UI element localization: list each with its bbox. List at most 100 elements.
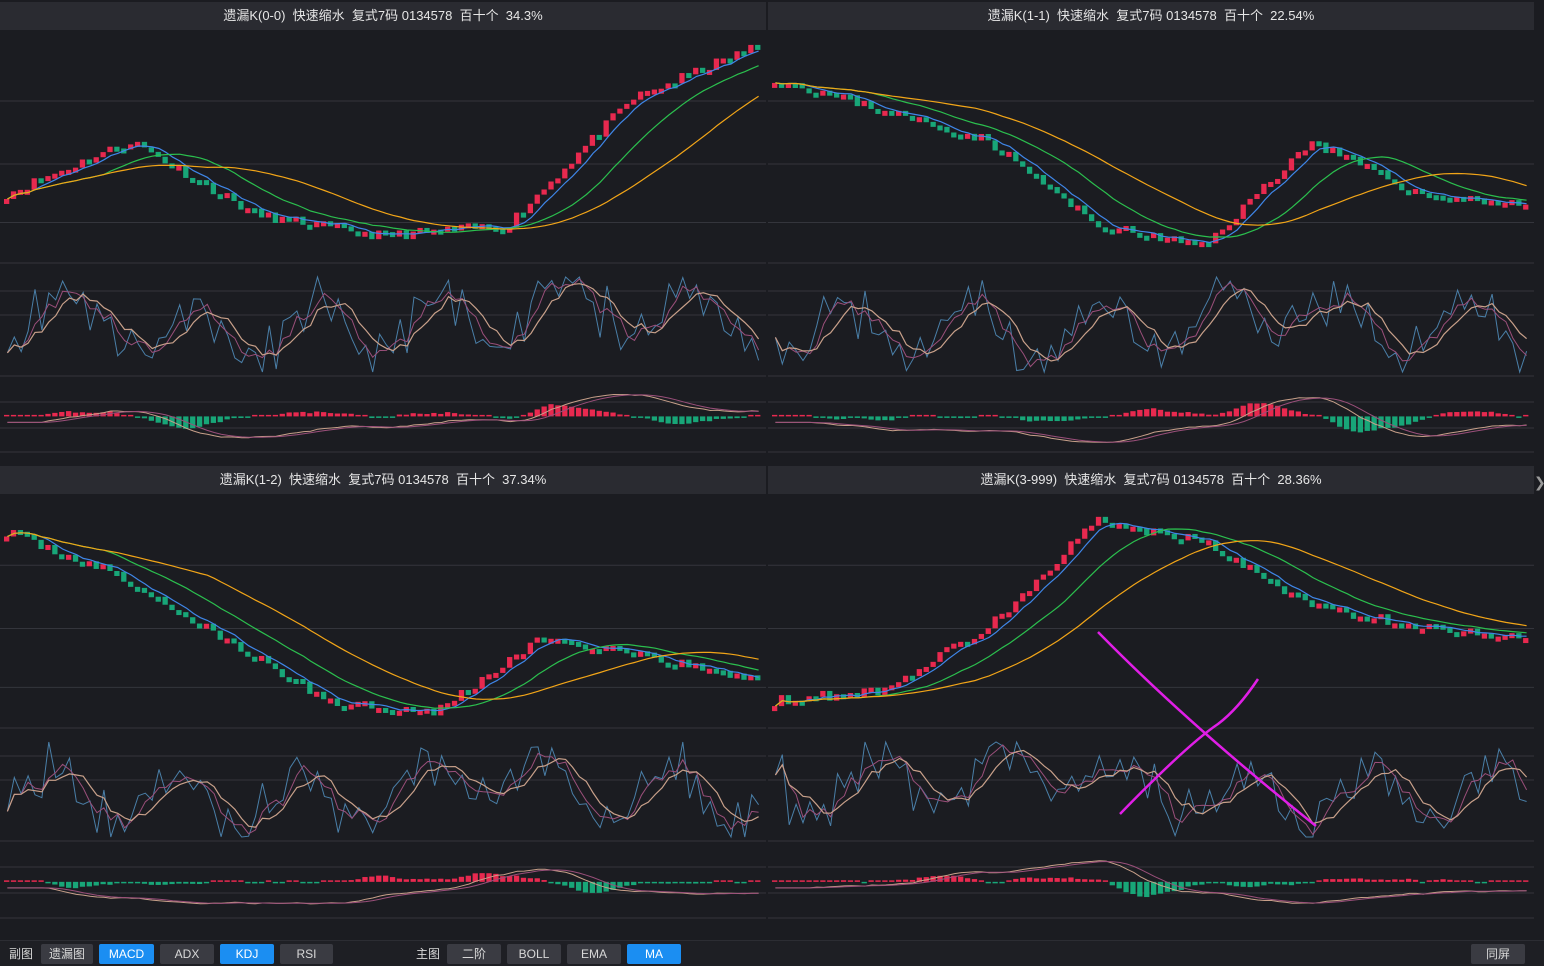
candle [1502,634,1508,640]
macd-bar [100,881,106,885]
macd-bar [699,881,706,884]
macd-bar [834,416,840,420]
macd-bar [1088,879,1095,882]
macd-bar [1026,416,1033,422]
macd-bar [637,416,644,418]
macd-bar [734,416,740,419]
chart-canvas[interactable] [0,30,766,462]
candle [1447,197,1453,203]
macd-bar [121,881,127,884]
sub-button-macd[interactable]: MACD [99,944,154,964]
candle [493,672,499,678]
macd-bar [706,881,713,884]
macd-bar [265,414,272,417]
candle [162,156,168,164]
macd-bar [362,414,368,417]
candle [727,670,733,678]
candle [813,696,819,702]
macd-bar [300,881,306,884]
candle [355,701,361,707]
candle [951,132,957,138]
macd-bar [840,416,847,419]
candle [86,561,92,567]
candle [813,92,819,98]
candle [693,663,699,669]
macd-bar [937,416,943,418]
macd-bar [258,414,265,417]
candle [327,698,334,704]
candle [875,108,881,114]
main-button-second-order[interactable]: 二阶 [447,944,501,964]
macd-bar [978,880,985,882]
candle [672,83,678,89]
sub-button-rsi[interactable]: RSI [280,944,333,964]
macd-bar [1523,414,1529,417]
candle [1082,528,1088,539]
candle [279,216,285,223]
chart-canvas[interactable] [0,494,766,928]
macd-bar [196,416,203,427]
macd-bar [1275,405,1281,417]
kdj-line [774,282,1527,368]
macd-bar [861,416,867,419]
candle [1288,592,1295,598]
macd-bar [1350,416,1357,432]
macd-bar [644,416,651,419]
candle [1275,579,1281,587]
sub-button-miss[interactable]: 遗漏图 [41,944,93,964]
chevron-right-icon[interactable]: ❯ [1534,474,1544,491]
candle [451,226,458,232]
candle [245,651,251,657]
macd-bar [210,416,217,423]
macd-bar [217,880,223,882]
macd-bar [4,880,10,882]
chart-panel-0[interactable]: 遗漏K(0-0) 快速缩水 复式7码 0134578 百十个 34.3% [0,2,766,462]
candle [59,554,65,560]
chart-panel-2[interactable]: 遗漏K(1-2) 快速缩水 复式7码 0134578 百十个 37.34% [0,466,766,928]
candle [1412,189,1419,195]
macd-bar [155,416,161,423]
macd-bar [389,416,396,418]
macd-bar [1213,414,1219,417]
candle [1164,237,1171,243]
same-screen-button[interactable]: 同屏 [1471,944,1525,964]
candle [1268,181,1274,187]
macd-bar [1461,880,1467,882]
sub-button-kdj[interactable]: KDJ [220,944,274,964]
kdj-line [6,283,760,356]
candle [840,94,847,100]
candle [348,226,354,232]
macd-bar [785,880,792,882]
candle [734,673,740,679]
chart-canvas[interactable] [768,494,1534,928]
macd-bar [541,880,547,882]
candle [755,675,761,681]
candle [741,673,747,680]
candle [1240,204,1246,219]
candle [1392,623,1398,629]
chart-canvas[interactable] [768,30,1534,462]
candle [362,231,368,237]
macd-bar [748,414,754,417]
macd-bar [293,412,299,417]
main-button-ma[interactable]: MA [627,944,681,964]
main-button-boll[interactable]: BOLL [507,944,561,964]
macd-bar [1295,411,1301,417]
sub-button-adx[interactable]: ADX [160,944,214,964]
chart-panel-3[interactable]: 遗漏K(3-999) 快速缩水 复式7码 0134578 百十个 28.36% [768,466,1534,928]
macd-bar [1295,881,1301,884]
macd-bar [320,880,327,882]
main-button-ema[interactable]: EMA [567,944,621,964]
chart-panel-1[interactable]: 遗漏K(1-1) 快速缩水 复式7码 0134578 百十个 22.54% [768,2,1534,462]
macd-bar [1399,879,1405,882]
macd-bar [992,414,998,417]
candle [1068,541,1074,555]
candle [1309,141,1315,151]
macd-bar [1419,881,1426,884]
candle [1295,152,1301,159]
candle [458,690,465,701]
macd-bar [999,416,1005,418]
candle [868,687,874,693]
macd-bar [1144,409,1150,417]
macd-bar [1412,416,1419,422]
